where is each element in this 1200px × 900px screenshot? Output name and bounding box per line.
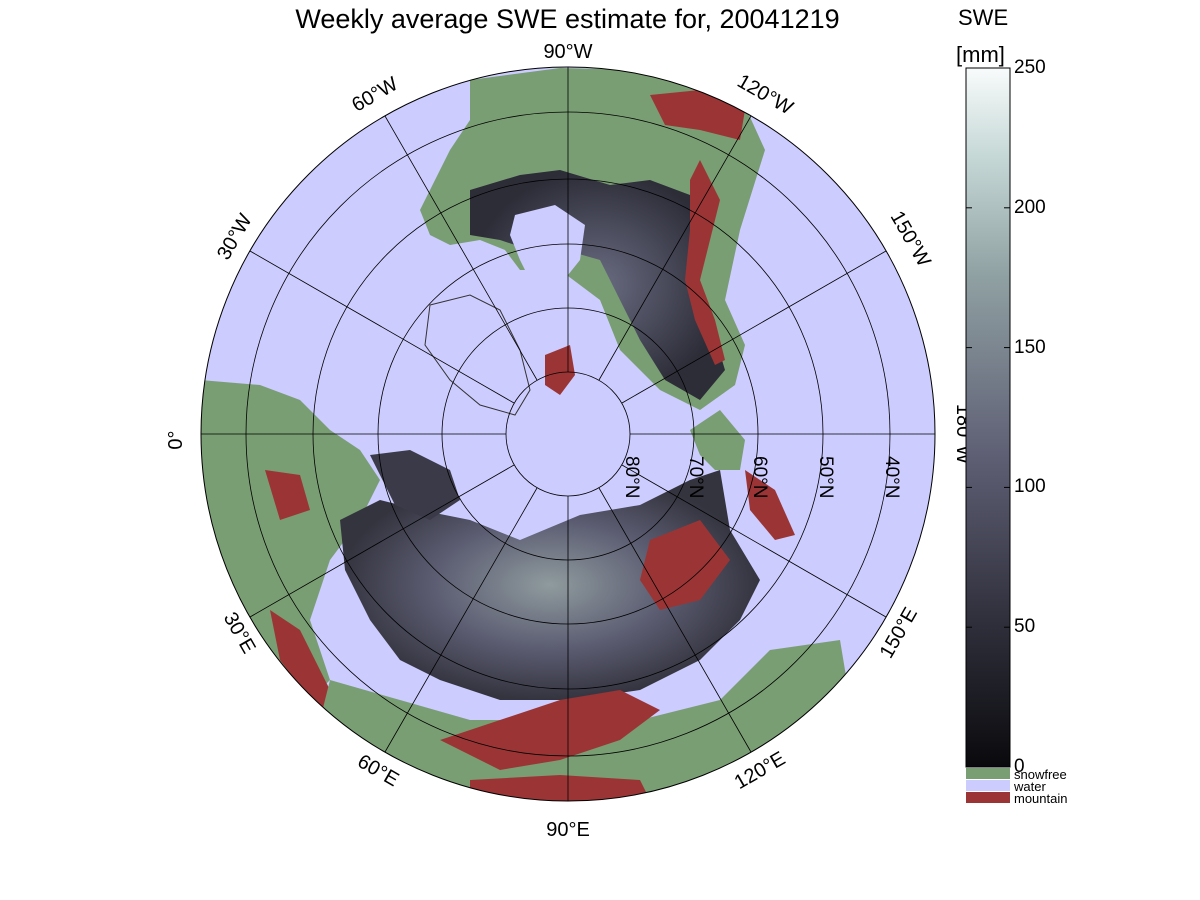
alaska-mountain xyxy=(650,90,745,140)
legend-swatch-mountain xyxy=(966,792,1010,803)
meridian-150w xyxy=(621,250,887,404)
meridian-120w xyxy=(598,115,752,381)
meridian-150e xyxy=(621,464,887,618)
map-disk xyxy=(201,67,935,801)
meridian-30e xyxy=(249,464,515,618)
colorbar-tick-label-150: 150 xyxy=(1014,336,1046,358)
central-asia-mountain xyxy=(440,690,660,770)
greenland xyxy=(424,294,531,416)
colorbar-title-line1: SWE xyxy=(958,5,1009,30)
siberia-swe xyxy=(340,470,760,700)
legend-label-mountain: mountain xyxy=(1014,791,1068,806)
lon-label-90w: 90°W xyxy=(543,41,592,63)
legend-label-snowfree: snowfree xyxy=(1014,767,1067,782)
greenland-mountain xyxy=(545,345,575,395)
lat-label-60: 60°N xyxy=(749,456,770,498)
colorbar-tick-label-250: 250 xyxy=(1014,57,1046,78)
meridian-120e xyxy=(598,487,752,753)
legend-swatch-water xyxy=(966,780,1010,791)
meridians xyxy=(201,67,935,801)
lon-label-150w: 150°W xyxy=(886,207,935,270)
map-title: Weekly average SWE estimate for, 2004121… xyxy=(295,4,840,34)
kamchatka-mountain xyxy=(745,470,795,540)
asia-east-green xyxy=(690,410,745,470)
lon-label-0: 0° xyxy=(165,430,187,449)
latitude-labels: 80°N 70°N 60°N 50°N 40°N xyxy=(621,456,902,498)
colorbar-title-line2: [mm] xyxy=(956,42,1005,67)
lat-label-40: 40°N xyxy=(881,456,902,498)
hudson-bay xyxy=(510,205,585,290)
lat-label-70: 70°N xyxy=(685,456,706,498)
scandinavia-swe xyxy=(370,450,460,520)
meridian-60e xyxy=(384,487,538,753)
lon-label-90e: 90°E xyxy=(546,819,590,841)
colorbar-tick-label-200: 200 xyxy=(1014,196,1046,218)
colorbar-gradient xyxy=(965,67,1011,768)
legend-swatch-snowfree xyxy=(966,768,1010,779)
lat-label-50: 50°N xyxy=(815,456,836,498)
lat-label-80: 80°N xyxy=(621,456,642,498)
rockies-mountain xyxy=(685,160,725,365)
colorbar-tick-label-50: 50 xyxy=(1014,616,1036,638)
meridian-30w xyxy=(249,250,515,404)
east-siberia-mountain xyxy=(640,520,730,610)
meridian-60w xyxy=(384,115,538,381)
legend-label-water: water xyxy=(1014,779,1046,794)
colorbar-tick-label-0: 0 xyxy=(1014,756,1025,777)
europe-mountain xyxy=(265,470,310,520)
lon-label-60w: 60°W xyxy=(348,73,402,117)
colorbar-ticks xyxy=(966,67,1010,768)
colorbar-tick-label-100: 100 xyxy=(1014,476,1046,498)
